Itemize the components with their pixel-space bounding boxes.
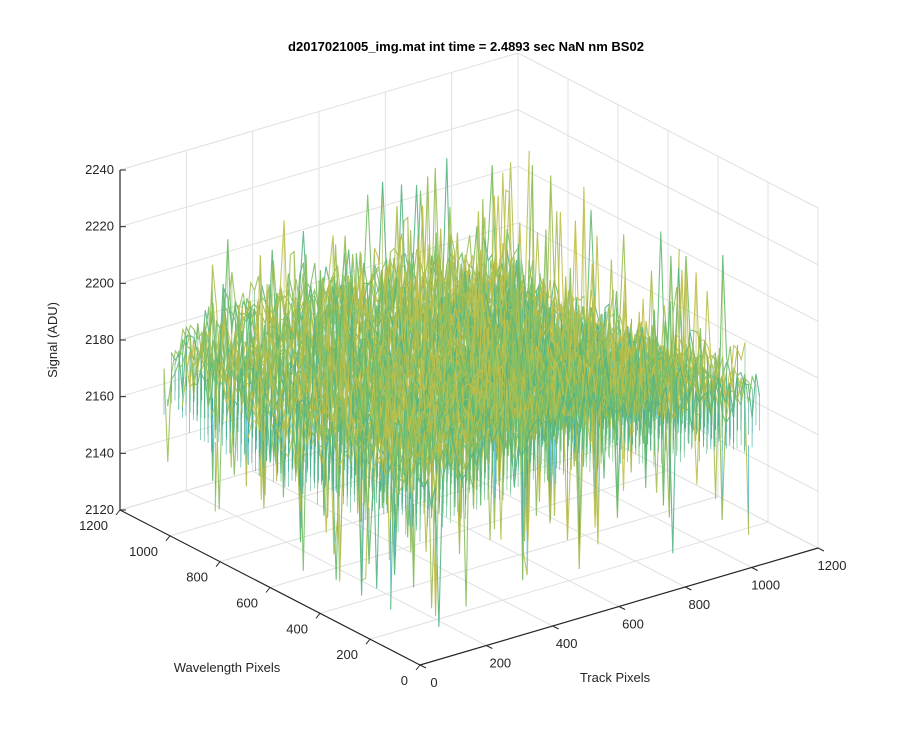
grid-line (119, 52, 519, 171)
grid-line (517, 222, 819, 379)
x-tick-label: 600 (622, 617, 644, 632)
y-tick-label: 600 (236, 596, 258, 611)
x-tick-label: 1200 (818, 558, 847, 573)
z-tick-label: 2120 (85, 502, 114, 517)
x-tick (419, 664, 427, 669)
x-tick-label: 200 (489, 656, 511, 671)
x-tick (751, 567, 758, 571)
x-axis-label: Track Pixels (580, 670, 651, 685)
y-tick (365, 638, 371, 645)
x-tick (552, 625, 559, 630)
grid-line (119, 165, 519, 284)
grid-line (119, 109, 519, 228)
z-tick-label: 2140 (85, 445, 114, 460)
surface-line (276, 211, 618, 512)
y-tick (215, 561, 221, 567)
y-tick-label: 800 (186, 570, 208, 585)
z-tick-label: 2240 (85, 162, 114, 177)
x-tick-label: 1000 (751, 578, 780, 593)
y-axis-label: Wavelength Pixels (174, 660, 281, 675)
grid-line (369, 521, 769, 640)
z-tick-label: 2200 (85, 275, 114, 290)
grid-line (517, 109, 819, 266)
y-tick (265, 587, 271, 593)
grid-line (319, 495, 719, 614)
y-tick (115, 509, 121, 516)
y-tick-label: 1000 (129, 544, 158, 559)
chart-title: d2017021005_img.mat int time = 2.4893 se… (288, 39, 644, 54)
z-tick-label: 2160 (85, 389, 114, 404)
y-tick (165, 535, 171, 542)
x-tick (618, 606, 626, 610)
surface-mesh (163, 150, 761, 627)
x-tick (486, 645, 493, 649)
x-tick (817, 547, 825, 552)
z-tick-label: 2220 (85, 219, 114, 234)
grid-line (517, 165, 819, 322)
y-tick-label: 0 (401, 673, 408, 688)
x-tick (685, 586, 692, 591)
tick-labels: 0 200 400 600 800 1000 1200 0 200 400 600 800 1000 12… (79, 162, 846, 690)
y-tick-label: 400 (286, 621, 308, 636)
y-tick (315, 613, 321, 619)
y-tick-label: 200 (336, 647, 358, 662)
axes (115, 169, 825, 671)
x-tick-label: 800 (688, 597, 710, 612)
y-tick-label: 1200 (79, 518, 108, 533)
grid-line (517, 52, 819, 209)
z-axis-label: Signal (ADU) (45, 302, 60, 378)
x-tick-label: 400 (556, 636, 578, 651)
x-tick-label: 0 (430, 675, 437, 690)
y-tick (415, 664, 421, 671)
z-tick-label: 2180 (85, 332, 114, 347)
surface-row (419, 327, 761, 627)
surface-line (419, 327, 761, 627)
